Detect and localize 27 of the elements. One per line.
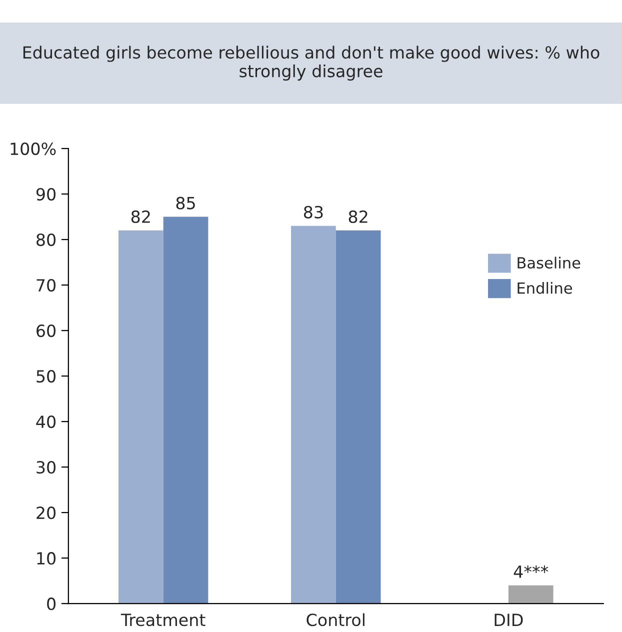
x-tick-label: Treatment	[120, 614, 206, 626]
y-tick-label: 90	[36, 188, 56, 201]
x-tick-label: DID	[494, 614, 523, 626]
bar	[118, 230, 164, 604]
data-label: 85	[176, 196, 195, 210]
bar	[508, 585, 554, 604]
y-tick-label: 50	[36, 370, 56, 383]
y-tick-label: 80	[36, 233, 56, 246]
y-tick-label: 60	[36, 324, 56, 338]
bar	[336, 230, 381, 604]
legend-label: Baseline	[518, 256, 580, 269]
y-tick-label: 10	[37, 552, 56, 565]
y-tick-label: 0	[47, 598, 56, 610]
bar	[291, 226, 336, 604]
bar	[163, 216, 208, 604]
y-tick-label: 30	[36, 461, 56, 474]
data-label: 82	[131, 210, 150, 224]
y-tick-label: 40	[36, 416, 56, 428]
data-label: 83	[304, 206, 323, 218]
data-label: 82	[348, 210, 368, 224]
chart-title: Educated girls become rebellious and don't make good wives: % who strongly disagree	[23, 46, 600, 81]
data-label: 4***	[514, 565, 548, 578]
y-tick-label: 100%	[10, 142, 56, 156]
y-tick-label: 70	[36, 278, 56, 292]
legend-label: Endline	[518, 282, 572, 294]
y-tick-label: 20	[36, 506, 56, 520]
x-tick-label: Control	[306, 613, 364, 626]
